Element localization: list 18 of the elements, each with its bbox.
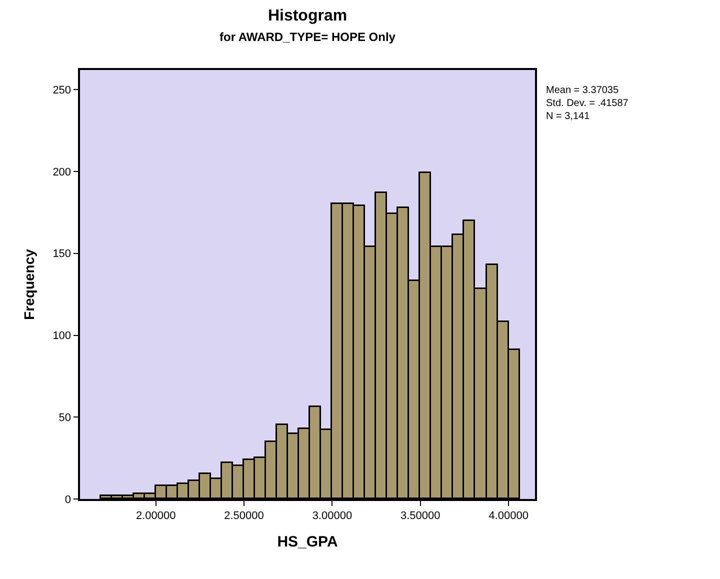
- x-tick-label: 3.00000: [312, 510, 352, 522]
- chart-title: Histogram: [268, 7, 348, 24]
- text: Std. Dev. = .41587: [546, 98, 629, 109]
- x-axis-title: HS_GPA: [277, 533, 338, 550]
- y-tick-label: 150: [52, 248, 72, 260]
- x-tick-label: 2.00000: [136, 510, 176, 522]
- x-tick-label: 3.50000: [400, 510, 440, 522]
- y-tick-label: 200: [52, 166, 72, 178]
- y-axis-title: Frequency: [20, 248, 37, 320]
- y-tick-label: 250: [52, 84, 72, 96]
- x-tick-label: 4.00000: [488, 510, 528, 522]
- y-tick-label: 0: [64, 494, 72, 506]
- text: Mean = 3.37035: [546, 85, 619, 96]
- x-tick-label: 2.50000: [224, 510, 264, 522]
- y-tick-label: 50: [58, 412, 72, 424]
- text: N = 3,141: [546, 111, 590, 122]
- y-tick-label: 100: [52, 330, 72, 342]
- chart-subtitle: for AWARD_TYPE= HOPE Only: [220, 30, 396, 44]
